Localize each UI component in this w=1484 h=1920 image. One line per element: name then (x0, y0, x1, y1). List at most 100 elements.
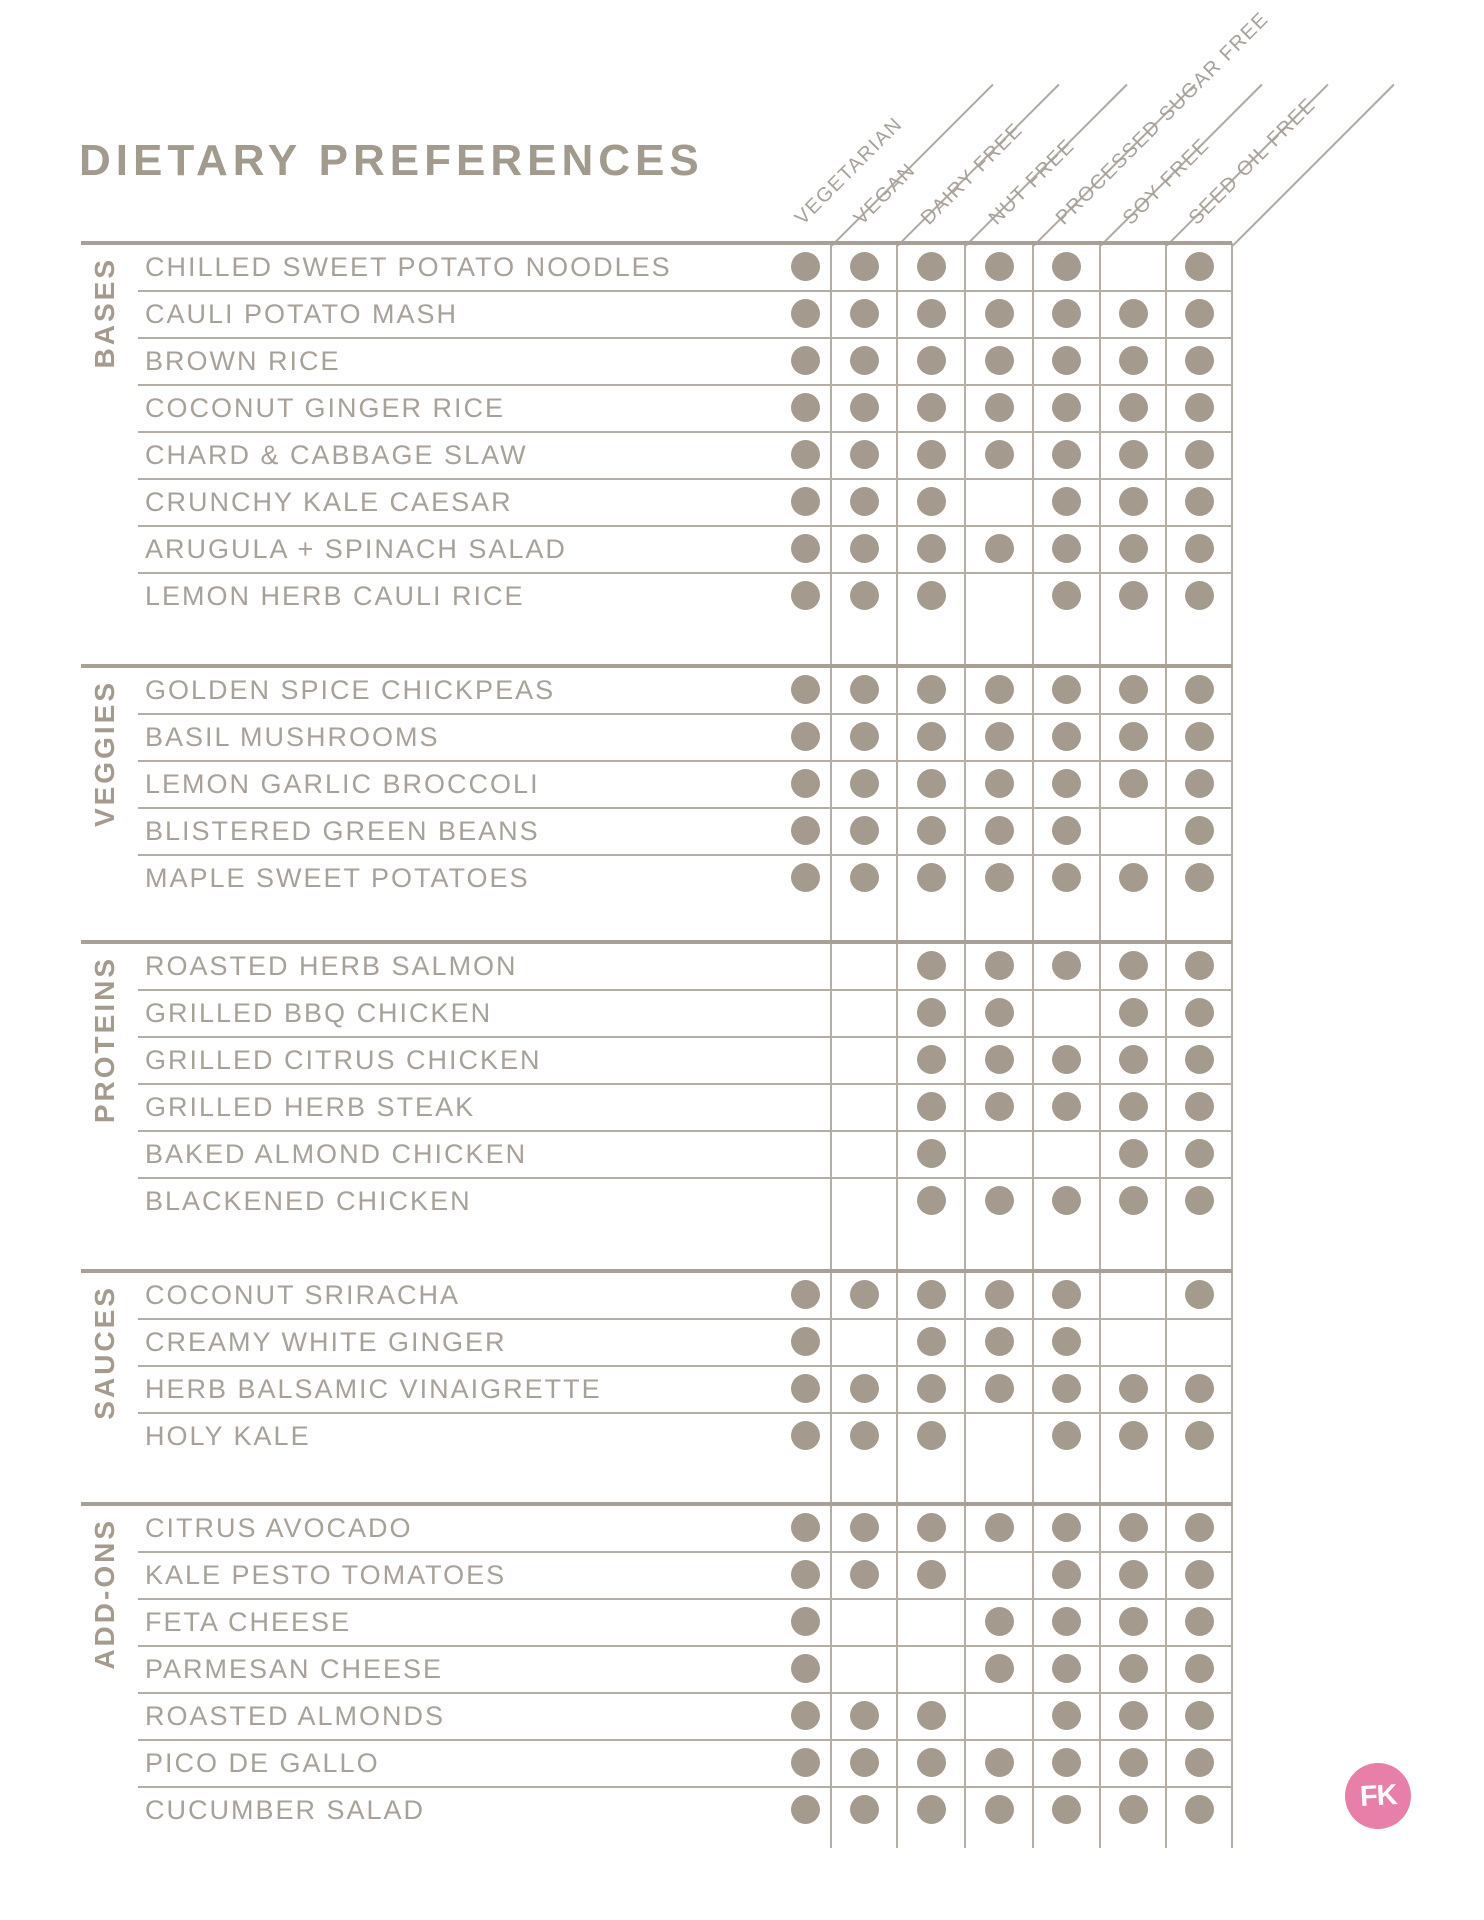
diet-dot (1118, 346, 1148, 375)
diet-dot (916, 1186, 946, 1215)
row-separator (138, 760, 1232, 762)
diet-dot (849, 1374, 879, 1403)
diet-dot (916, 534, 946, 563)
diet-dot (1118, 1139, 1148, 1168)
diet-dot (1118, 951, 1148, 980)
diet-dot (984, 346, 1014, 375)
diet-dot (1184, 252, 1214, 281)
menu-item-label: LEMON GARLIC BROCCOLI (145, 768, 540, 799)
row-separator (138, 1645, 1232, 1647)
row-separator (138, 1739, 1232, 1741)
menu-item-label: COCONUT GINGER RICE (145, 392, 506, 423)
diet-dot (790, 1280, 820, 1309)
section-top-border (81, 940, 1232, 944)
diet-dot (916, 816, 946, 845)
diet-dot (1051, 299, 1081, 328)
diet-dot (849, 299, 879, 328)
diet-dot (1118, 722, 1148, 751)
row-separator (138, 1551, 1232, 1553)
diet-dot (1184, 1701, 1214, 1730)
diet-dot (1051, 1045, 1081, 1074)
row-separator (138, 1692, 1232, 1694)
diet-dot (1184, 675, 1214, 704)
diet-dot (916, 1374, 946, 1403)
menu-item-label: CUCUMBER SALAD (145, 1794, 426, 1825)
row-separator (138, 1036, 1232, 1038)
diet-dot (849, 440, 879, 469)
diet-dot (1184, 487, 1214, 516)
menu-item-label: GRILLED CITRUS CHICKEN (145, 1044, 542, 1075)
diet-dot (849, 769, 879, 798)
diet-dot (1051, 1748, 1081, 1777)
diet-dot (916, 1795, 946, 1824)
diet-dot (1051, 951, 1081, 980)
row-separator (138, 384, 1232, 386)
diet-dot (1184, 1607, 1214, 1636)
diet-dot (916, 393, 946, 422)
row-separator (138, 1365, 1232, 1367)
diet-dot (984, 863, 1014, 892)
menu-item-label: PICO DE GALLO (145, 1747, 380, 1778)
diet-dot (849, 675, 879, 704)
diet-dot (1051, 1654, 1081, 1683)
diet-dot (1051, 1374, 1081, 1403)
diet-dot (849, 1560, 879, 1589)
diet-dot (790, 1327, 820, 1356)
row-separator (138, 1318, 1232, 1320)
diet-dot (849, 722, 879, 751)
row-separator (138, 1177, 1232, 1179)
diet-dot (790, 440, 820, 469)
diet-dot (1118, 1560, 1148, 1589)
diet-dot (1051, 1092, 1081, 1121)
diet-dot (849, 1280, 879, 1309)
diet-dot (916, 1139, 946, 1168)
diet-dot (916, 1513, 946, 1542)
diet-dot (1184, 1139, 1214, 1168)
diet-dot (984, 440, 1014, 469)
row-separator (138, 337, 1232, 339)
menu-item-label: CRUNCHY KALE CAESAR (145, 486, 513, 517)
diet-dot (984, 299, 1014, 328)
diet-dot (849, 393, 879, 422)
diet-dot (916, 1421, 946, 1450)
diet-dot (1051, 1701, 1081, 1730)
diet-dot (916, 1327, 946, 1356)
diet-dot (790, 722, 820, 751)
diet-dot (1118, 675, 1148, 704)
diet-dot (1184, 998, 1214, 1027)
menu-item-label: BAKED ALMOND CHICKEN (145, 1138, 528, 1169)
menu-item-label: FETA CHEESE (145, 1606, 352, 1637)
diet-dot (916, 1045, 946, 1074)
menu-item-label: GRILLED HERB STEAK (145, 1091, 476, 1122)
menu-item-label: BASIL MUSHROOMS (145, 721, 440, 752)
diet-dot (1184, 863, 1214, 892)
diet-dot (1118, 1748, 1148, 1777)
diet-dot (790, 346, 820, 375)
diet-dot (984, 816, 1014, 845)
menu-item-label: COCONUT SRIRACHA (145, 1279, 461, 1310)
column-grid-line (830, 243, 832, 1848)
menu-item-label: CHILLED SWEET POTATO NOODLES (145, 251, 672, 282)
diet-dot (916, 487, 946, 516)
diet-dot (1184, 534, 1214, 563)
menu-item-label: GOLDEN SPICE CHICKPEAS (145, 674, 556, 705)
row-separator (138, 989, 1232, 991)
diet-dot (1184, 1045, 1214, 1074)
diet-dot (916, 998, 946, 1027)
diet-dot (849, 487, 879, 516)
diet-dot (1051, 1280, 1081, 1309)
diet-dot (1051, 393, 1081, 422)
diet-dot (849, 1795, 879, 1824)
menu-item-label: PARMESAN CHEESE (145, 1653, 444, 1684)
diet-dot (984, 1374, 1014, 1403)
diet-dot (1051, 581, 1081, 610)
diet-dot (1184, 1560, 1214, 1589)
diet-dot (1118, 1607, 1148, 1636)
menu-item-label: HOLY KALE (145, 1420, 311, 1451)
diet-dot (1118, 581, 1148, 610)
diet-dot (1051, 816, 1081, 845)
diet-dot (790, 1654, 820, 1683)
row-separator (138, 431, 1232, 433)
row-separator (138, 478, 1232, 480)
diet-dot (790, 581, 820, 610)
